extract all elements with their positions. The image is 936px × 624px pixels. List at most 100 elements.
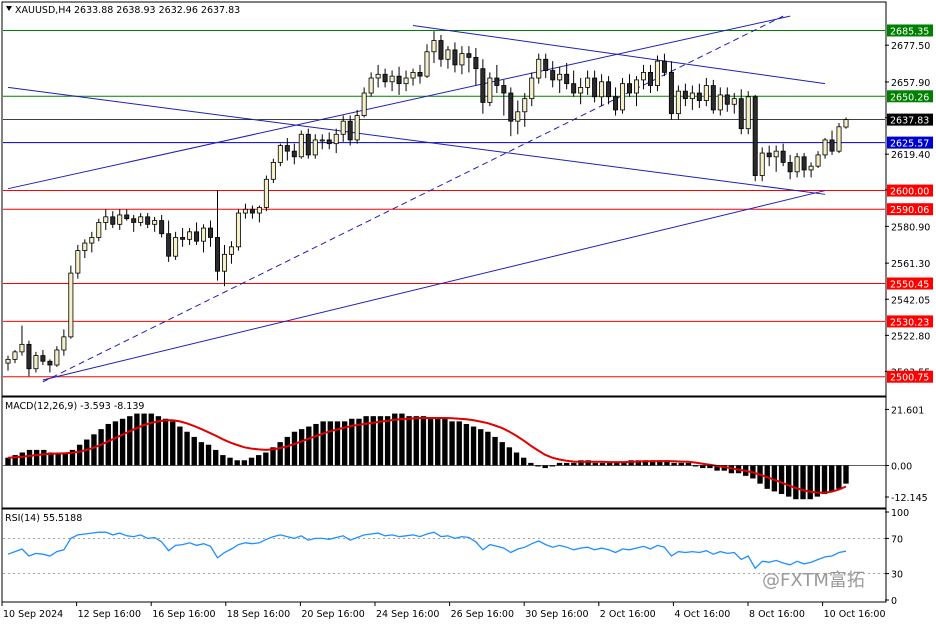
candle-body [152,220,158,225]
candle-body [515,111,521,122]
candle-body [647,71,653,86]
time-tick-label: 24 Sep 16:00 [376,609,439,620]
macd-bar [255,455,262,466]
price-tick-label: 2561.30 [891,259,930,270]
macd-bar [41,449,47,466]
macd-bar [313,423,319,466]
macd-bar [263,452,269,466]
candle-body [368,77,374,94]
candle-body [277,145,283,163]
candle-body [5,358,11,364]
candle-body [627,83,633,94]
candle-body [634,79,639,94]
time-axis: 10 Sep 2024 12 Sep 16:00 16 Sep 16:00 18 Se… [1,602,886,620]
macd-bar [793,465,799,500]
candle-body [326,139,332,145]
candle-body [124,214,130,220]
macd-bar [556,462,563,466]
time-tick-label: 12 Sep 16:00 [78,609,141,620]
time-tick-label: 18 Sep 16:00 [227,609,290,620]
macd-pane-frame [1,396,887,509]
macd-bar [98,429,104,466]
candle-body [550,70,556,81]
macd-bar [19,452,26,466]
candle-body [19,343,25,353]
rsi-tick-label: 30 [891,570,903,581]
candle-body [606,81,612,98]
macd-bar [449,421,455,466]
symbol-arrow-icon [6,6,12,11]
level-tag-label: 2500.75 [890,373,929,384]
macd-tick-label: 0.00 [891,461,912,472]
macd-bar [248,457,255,466]
candle-body [689,92,695,100]
candle-body [808,165,814,171]
level-tag-bg [887,370,933,383]
candle-body [731,98,737,105]
rsi-tick-label: 0 [891,596,897,607]
macd-bar [592,462,599,466]
macd-bar [778,465,785,495]
macd-bar [241,460,248,466]
candle-body [738,98,744,130]
candle-body [745,96,751,130]
candle-body [829,139,835,152]
macd-bar [786,465,792,497]
macd-bar [563,462,570,466]
macd-bar [456,421,462,466]
macd-bar [105,423,111,466]
candle-body [61,336,67,351]
macd-bar [463,423,470,466]
macd-bar [234,460,240,466]
candle-body [473,56,479,70]
candle-body [333,133,339,145]
candle-body [613,96,619,111]
macd-bar [578,460,584,466]
time-tick-label: 8 Oct 16:00 [749,609,805,620]
rsi-line [3,531,885,574]
price-tick-label: 2657.90 [891,78,930,89]
macd-bar [506,447,513,466]
candle-body [284,145,290,152]
time-tick-label: 10 Sep 2024 [3,609,63,620]
candle-body [620,83,626,111]
rsi-tick-label: 100 [891,508,909,519]
macd-bar [177,426,183,466]
time-tick-label: 4 Oct 16:00 [674,609,730,620]
candle-body [180,237,186,240]
macd-bar [406,416,412,466]
candle-body [578,87,584,94]
macd-bar [277,442,283,466]
macd-bar [571,462,577,466]
macd-bar [492,436,498,466]
candle-body [187,231,193,240]
candle-body [166,233,172,257]
macd-bar [91,434,97,466]
candle-body [710,85,716,111]
candle-body [403,77,409,85]
macd-bar [155,416,162,466]
time-tick-label: 10 Oct 16:00 [824,609,886,620]
candle-body [424,51,430,77]
macd-bar [327,421,333,466]
candle-body [215,237,220,272]
level-tag-bg [887,203,933,216]
macd-bar [635,460,641,466]
macd-bar [12,455,18,466]
candle-body [138,216,144,223]
macd-bar [298,429,305,466]
macd-bar [599,462,606,466]
candle-body [459,53,465,66]
macd-bar [657,460,663,466]
level-tag-bg [887,24,933,37]
candle-body [543,58,549,71]
candle-body [249,208,255,214]
macd-bar [334,421,341,466]
candle-body [291,150,297,158]
price-tick-label: 2542.05 [891,295,930,306]
price-tick-label: 2522.80 [891,331,930,342]
macd-bar [112,421,119,466]
macd-bar [284,436,291,466]
candle-body [33,355,39,370]
macd-bar [621,462,627,466]
